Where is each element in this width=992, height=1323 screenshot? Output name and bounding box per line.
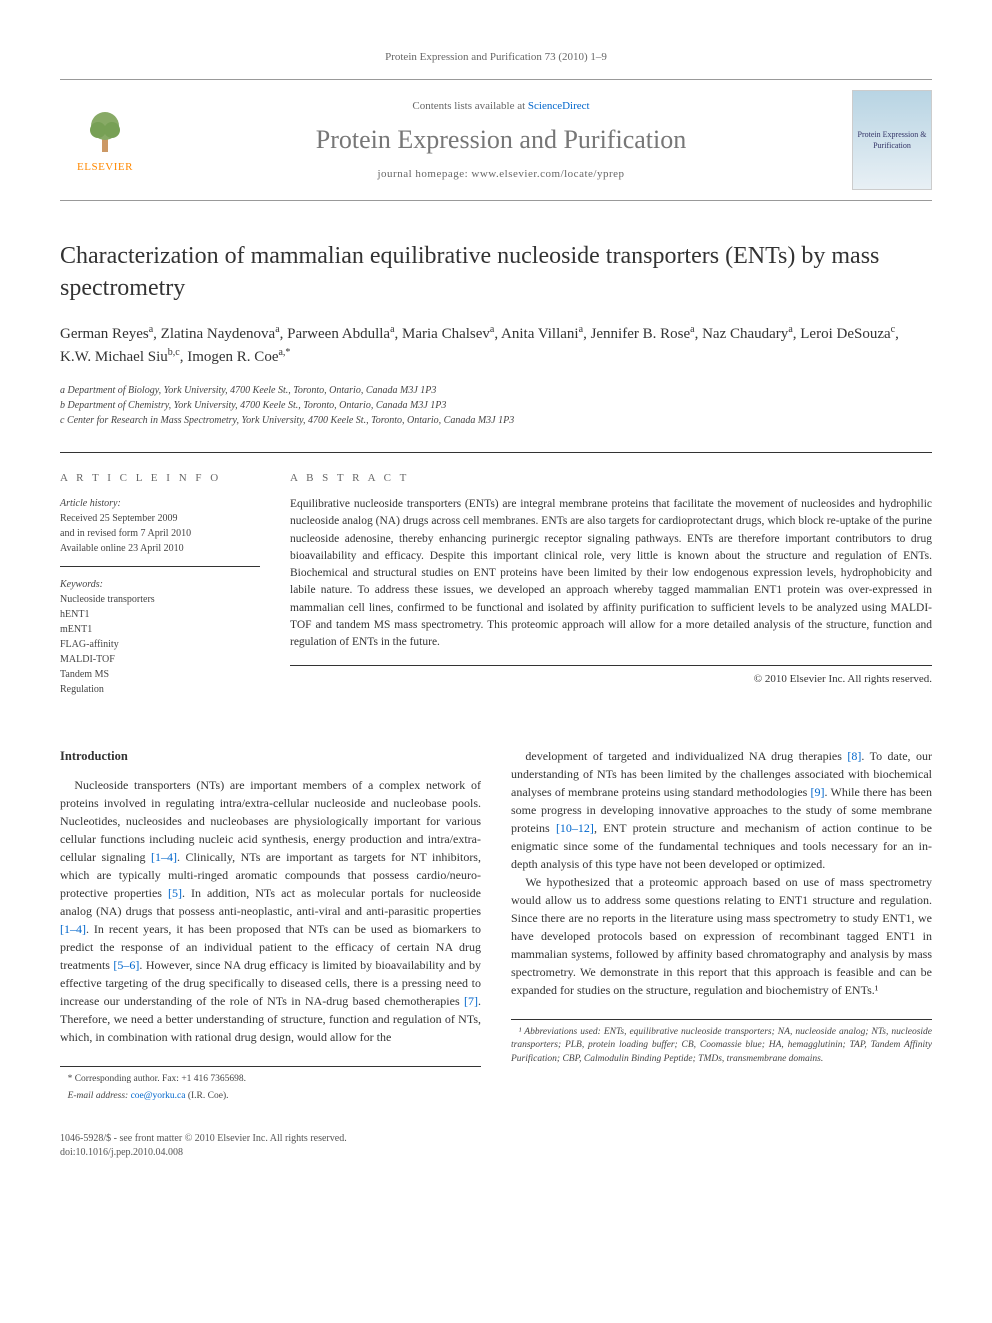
corresponding-author-note: * Corresponding author. Fax: +1 416 7365… [60,1073,481,1086]
contents-available-line: Contents lists available at ScienceDirec… [150,99,852,114]
page-footer-meta: 1046-5928/$ - see front matter © 2010 El… [60,1132,932,1160]
keyword: Nucleoside transporters [60,592,260,607]
body-two-column: Introduction Nucleoside transporters (NT… [60,747,932,1107]
author-list: German Reyesa, Zlatina Naydenovaa, Parwe… [60,322,932,369]
email-label: E-mail address: [68,1091,129,1101]
article-title: Characterization of mammalian equilibrat… [60,241,932,303]
affiliation-c: c Center for Research in Mass Spectromet… [60,413,932,428]
keyword: Regulation [60,682,260,697]
history-received: Received 25 September 2009 [60,511,260,526]
citation-link[interactable]: [5] [168,886,182,900]
left-column: Introduction Nucleoside transporters (NT… [60,747,481,1107]
email-suffix: (I.R. Coe). [188,1091,229,1101]
article-info-sidebar: A R T I C L E I N F O Article history: R… [60,471,260,717]
article-history-label: Article history: [60,496,260,511]
abstract-copyright: © 2010 Elsevier Inc. All rights reserved… [290,672,932,687]
left-footnotes: * Corresponding author. Fax: +1 416 7365… [60,1066,481,1104]
publisher-logo-block: ELSEVIER [60,106,150,175]
body-paragraph: We hypothesized that a proteomic approac… [511,873,932,999]
body-paragraph: development of targeted and individualiz… [511,747,932,873]
publisher-name: ELSEVIER [77,160,133,175]
keywords-block: Keywords: Nucleoside transporters hENT1 … [60,577,260,707]
cover-text: Protein Expression & Purification [857,129,927,151]
contents-prefix: Contents lists available at [412,100,527,112]
citation-link[interactable]: [8] [847,749,861,763]
journal-homepage-line: journal homepage: www.elsevier.com/locat… [150,167,852,182]
citation-link[interactable]: [10–12] [556,821,594,835]
introduction-heading: Introduction [60,747,481,766]
abstract-column: A B S T R A C T Equilibrative nucleoside… [290,471,932,717]
email-line: E-mail address: coe@yorku.ca (I.R. Coe). [60,1090,481,1103]
journal-masthead: ELSEVIER Contents lists available at Sci… [60,79,932,201]
affiliations-block: a Department of Biology, York University… [60,383,932,428]
running-head: Protein Expression and Purification 73 (… [60,50,932,65]
affiliation-b: b Department of Chemistry, York Universi… [60,398,932,413]
citation-link[interactable]: [1–4] [151,850,177,864]
journal-cover-thumbnail: Protein Expression & Purification [852,90,932,190]
corresponding-email-link[interactable]: coe@yorku.ca [131,1091,186,1101]
keyword: mENT1 [60,622,260,637]
keyword: hENT1 [60,607,260,622]
right-footnotes: ¹ Abbreviations used: ENTs, equilibrativ… [511,1019,932,1066]
abbreviations-footnote: ¹ Abbreviations used: ENTs, equilibrativ… [511,1026,932,1066]
body-paragraph: Nucleoside transporters (NTs) are import… [60,776,481,1046]
keyword: MALDI-TOF [60,652,260,667]
journal-name: Protein Expression and Purification [150,122,852,158]
homepage-prefix: journal homepage: [378,168,472,180]
keyword: Tandem MS [60,667,260,682]
abstract-text: Equilibrative nucleoside transporters (E… [290,496,932,666]
citation-link[interactable]: [7] [464,994,478,1008]
keyword: FLAG-affinity [60,637,260,652]
right-column: development of targeted and individualiz… [511,747,932,1107]
keywords-label: Keywords: [60,577,260,592]
citation-link[interactable]: [1–4] [60,922,86,936]
citation-link[interactable]: [9] [811,785,825,799]
history-revised: and in revised form 7 April 2010 [60,526,260,541]
affiliation-a: a Department of Biology, York University… [60,383,932,398]
abstract-label: A B S T R A C T [290,471,932,486]
history-online: Available online 23 April 2010 [60,541,260,556]
homepage-url: www.elsevier.com/locate/yprep [471,168,624,180]
article-info-label: A R T I C L E I N F O [60,471,260,486]
citation-link[interactable]: [5–6] [113,958,139,972]
doi-line: doi:10.1016/j.pep.2010.04.008 [60,1146,932,1160]
issn-line: 1046-5928/$ - see front matter © 2010 El… [60,1132,932,1146]
sciencedirect-link[interactable]: ScienceDirect [528,100,590,112]
elsevier-tree-icon [80,106,130,156]
article-history-block: Article history: Received 25 September 2… [60,496,260,567]
